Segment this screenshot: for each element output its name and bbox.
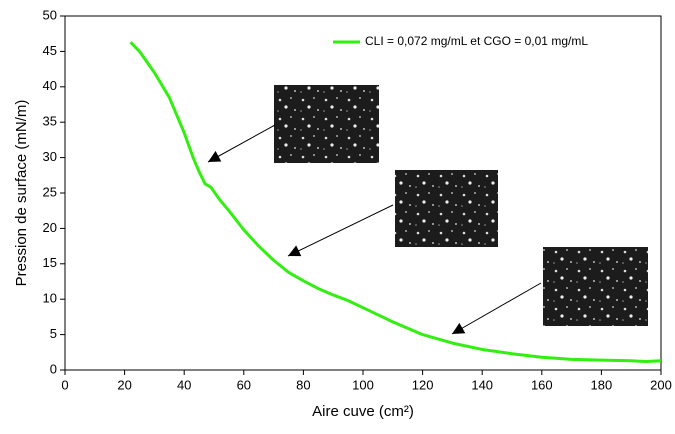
x-tick-label: 80: [296, 377, 310, 392]
y-tick-label: 0: [50, 361, 57, 376]
x-tick-label: 60: [237, 377, 251, 392]
arrow: [287, 204, 394, 257]
micrograph: [274, 85, 379, 163]
micrograph: [543, 247, 648, 326]
x-tick-label: 180: [591, 377, 613, 392]
y-tick-label: 30: [43, 149, 57, 164]
micrograph: [395, 170, 498, 247]
data-line: [129, 41, 662, 364]
y-tick-label: 45: [43, 43, 57, 58]
x-tick-label: 20: [117, 377, 131, 392]
y-tick-label: 15: [43, 255, 57, 270]
y-tick-label: 5: [50, 326, 57, 341]
legend-label: CLI = 0,072 mg/mL et CGO = 0,01 mg/mL: [365, 34, 588, 48]
x-tick-label: 0: [61, 377, 68, 392]
y-tick-label: 40: [43, 78, 57, 93]
arrow: [207, 124, 276, 163]
y-tick-label: 50: [43, 7, 57, 22]
x-tick-label: 200: [650, 377, 672, 392]
y-axis-label: Pression de surface (mN/m): [13, 100, 30, 287]
x-tick-label: 40: [177, 377, 191, 392]
x-axis-label: Aire cuve (cm²): [312, 403, 414, 420]
x-tick-label: 140: [471, 377, 493, 392]
y-tick-label: 10: [43, 291, 57, 306]
y-tick-label: 20: [43, 220, 57, 235]
arrow: [451, 282, 542, 335]
x-tick-label: 160: [531, 377, 553, 392]
x-tick-label: 100: [352, 377, 374, 392]
x-tick-label: 120: [412, 377, 434, 392]
y-tick-label: 25: [43, 184, 57, 199]
y-tick-label: 35: [43, 114, 57, 129]
